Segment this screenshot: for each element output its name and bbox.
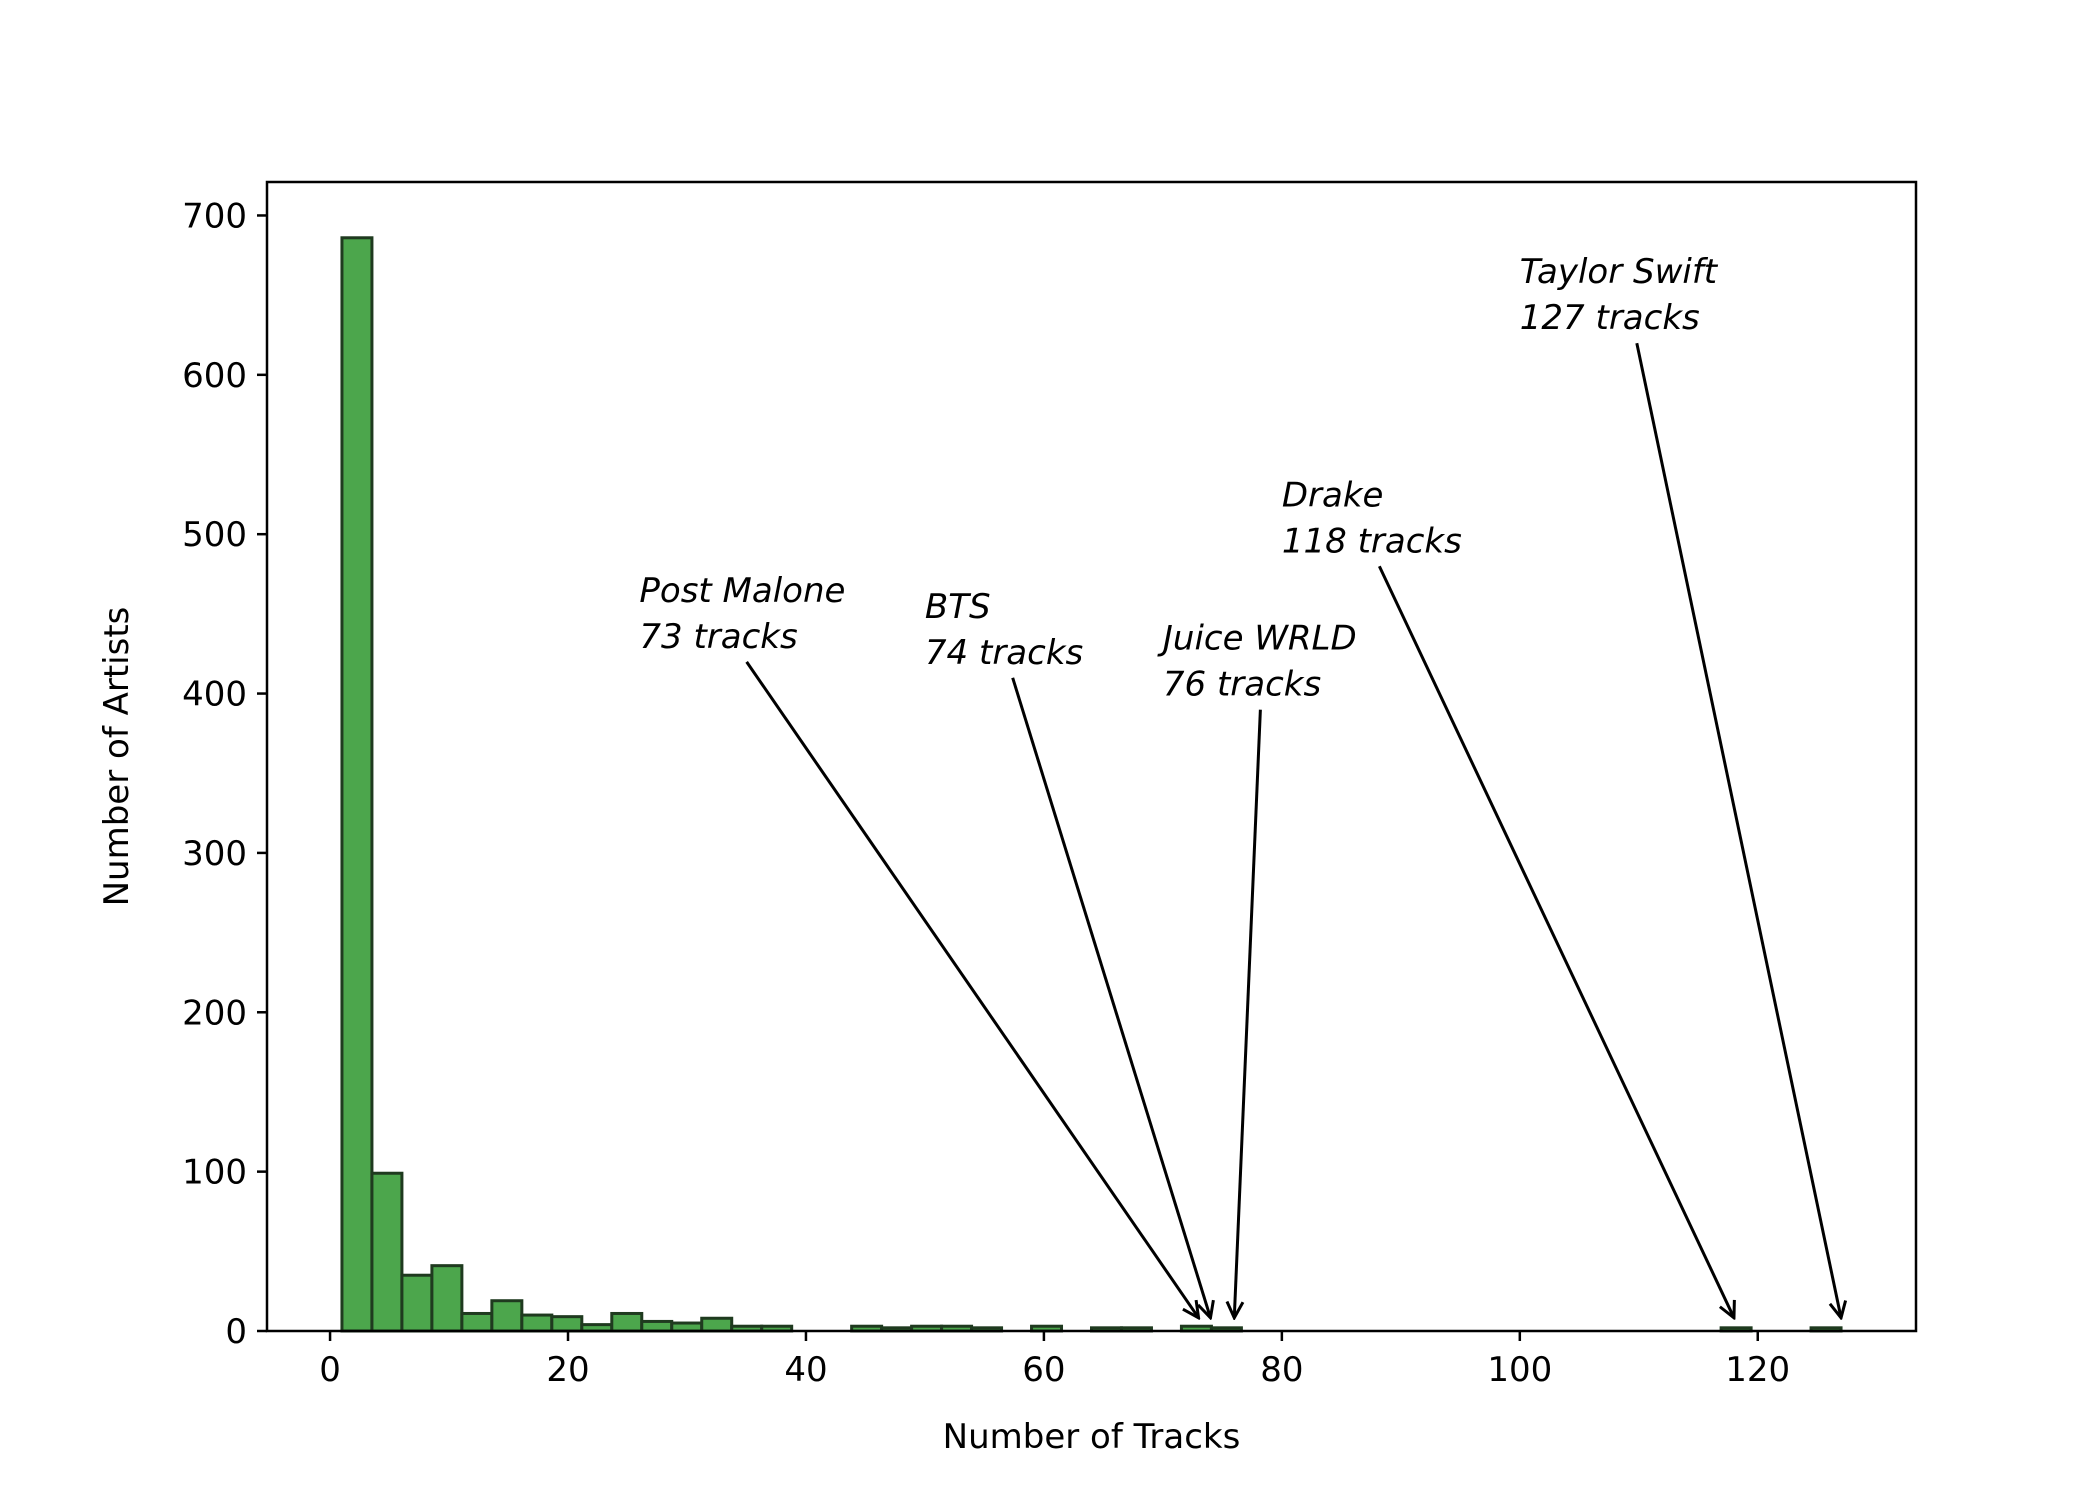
x-tick-label: 80	[1260, 1350, 1303, 1390]
histogram-bar	[340, 236, 374, 1333]
annotation-label-count: 118 tracks	[1282, 521, 1462, 561]
histogram-bar	[520, 1313, 554, 1333]
histogram-bar	[370, 1171, 404, 1333]
x-tick-label: 60	[1022, 1350, 1065, 1390]
annotation-label-name: Drake	[1282, 475, 1384, 515]
annotation-label-count: 74 tracks	[925, 633, 1083, 673]
y-tick-label: 300	[182, 834, 247, 874]
annotation-label-name: Juice WRLD	[1157, 619, 1357, 659]
annotation-arrow	[1234, 709, 1262, 1318]
y-axis-label: Number of Artists	[97, 607, 137, 907]
histogram-bar	[640, 1319, 674, 1333]
histogram-bar	[430, 1264, 464, 1333]
histogram-bar	[400, 1273, 434, 1333]
x-tick-label: 20	[546, 1350, 589, 1390]
histogram-bar	[700, 1316, 734, 1333]
annotation-label-name: Taylor Swift	[1520, 252, 1719, 292]
y-tick-label: 0	[225, 1312, 247, 1352]
annotations: Post Malone 73 tracks BTS 74 tracks Juice WR…	[639, 252, 1841, 1318]
x-tick-label: 100	[1487, 1350, 1552, 1390]
histogram-bars	[340, 236, 1843, 1333]
x-tick-label: 40	[784, 1350, 827, 1390]
x-axis-ticks: 0 20 40 60 80 100 120	[319, 1331, 1790, 1390]
y-tick-label: 600	[182, 356, 247, 396]
x-tick-label: 0	[319, 1350, 341, 1390]
y-tick-label: 200	[182, 993, 247, 1033]
annotation-label-name: Post Malone	[639, 571, 845, 611]
y-axis-ticks: 0 100 200 300 400 500 600 700	[182, 196, 267, 1352]
annotation-label-count: 73 tracks	[639, 617, 797, 657]
x-axis-label: Number of Tracks	[943, 1417, 1241, 1457]
annotation-label-count: 127 tracks	[1520, 298, 1700, 338]
annotation-arrow	[745, 661, 1199, 1318]
annotation-label-count: 76 tracks	[1163, 665, 1321, 705]
histogram-bar	[490, 1299, 524, 1333]
y-tick-label: 700	[182, 196, 247, 236]
x-tick-label: 120	[1725, 1350, 1790, 1390]
histogram-bar	[460, 1311, 494, 1333]
annotation-arrow	[1011, 677, 1211, 1318]
annotation-label-name: BTS	[925, 587, 991, 627]
histogram-bar	[550, 1315, 584, 1333]
y-tick-label: 400	[182, 675, 247, 715]
histogram-bar	[610, 1311, 644, 1333]
plot-frame	[265, 180, 1918, 1333]
y-tick-label: 100	[182, 1153, 247, 1193]
annotation-arrow	[1635, 342, 1841, 1318]
annotation-arrow	[1378, 565, 1734, 1318]
y-tick-label: 500	[182, 515, 247, 555]
